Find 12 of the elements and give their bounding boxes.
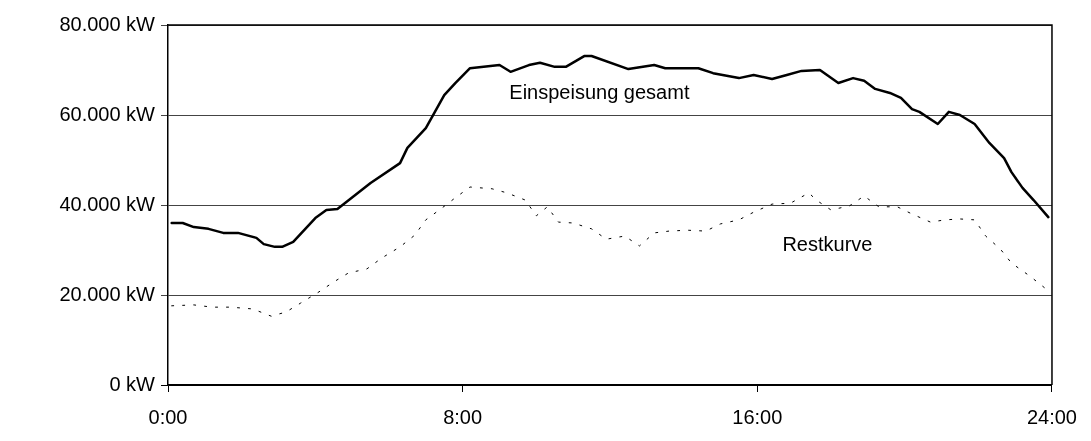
- y-tick-label: 80.000 kW: [59, 12, 156, 35]
- series-label: Einspeisung gesamt: [509, 80, 690, 103]
- y-tick-label: 60.000 kW: [59, 102, 156, 125]
- series-label: Restkurve: [782, 232, 873, 255]
- x-tick-label: 0:00: [148, 405, 188, 428]
- y-tick-label: 40.000 kW: [59, 192, 156, 215]
- line-series: [171, 186, 1046, 317]
- x-tick-label: 16:00: [732, 405, 783, 428]
- y-tick-label: 20.000 kW: [59, 282, 156, 305]
- x-tick-label: 24:00: [1026, 405, 1078, 428]
- y-tick-label: 0 kW: [109, 372, 156, 395]
- x-tick-label: 8:00: [443, 405, 483, 428]
